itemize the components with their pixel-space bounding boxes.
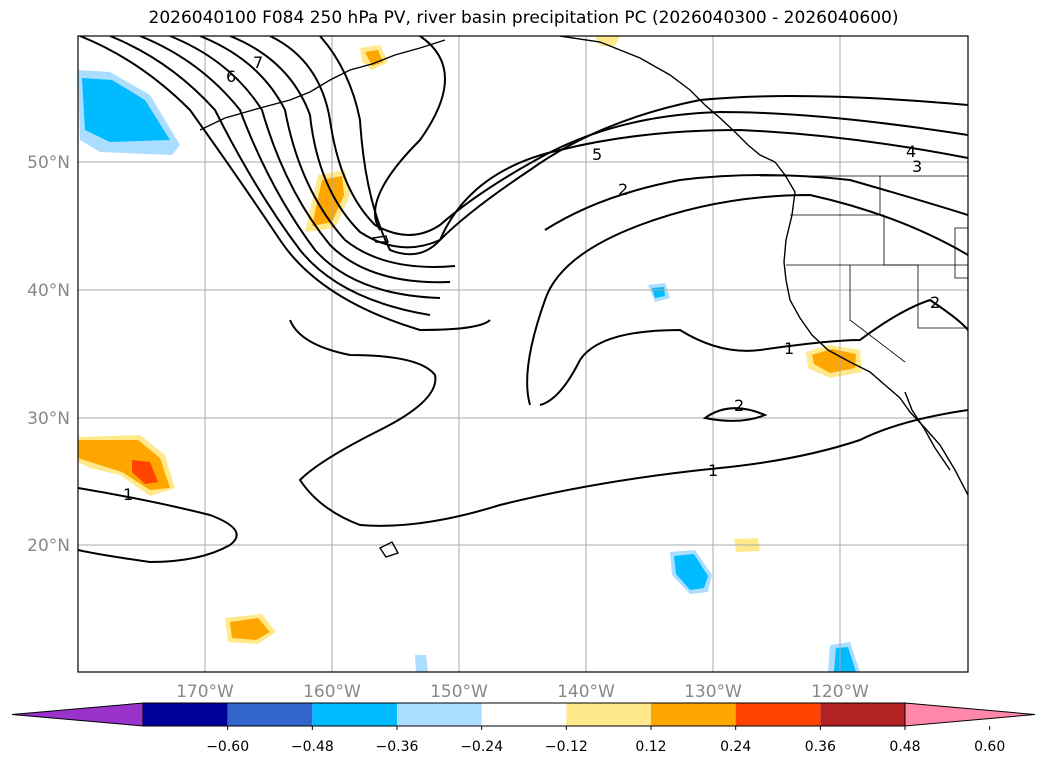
negative-precip-blob [82,78,170,142]
positive-precip-blob [812,349,856,373]
pv-contour [526,193,968,406]
colorbar-tick-label: 0.36 [805,739,836,755]
lat-label-20n: 20°N [27,536,70,556]
colorbar-border [142,702,906,727]
colorbar-tick-label: −0.12 [545,739,588,755]
colorbar-tick-label: 0.48 [889,739,920,755]
contour-label: 1 [784,339,794,358]
colorbar-segment [566,703,651,726]
lat-label-30n: 30°N [27,409,70,429]
negative-precip-blob [415,655,428,672]
positive-precip-blob [230,618,270,640]
pv-contour [139,36,441,299]
positive-precip-blob [595,36,620,46]
pv-contour [269,36,968,236]
lon-label-130w: 130°W [684,682,742,702]
contour-label: 6 [226,67,236,86]
lon-label-150w: 150°W [430,682,488,702]
pv-contour [319,36,968,256]
contour-label-group: 7 6 5 2 4 3 1 2 1 1 2 [123,53,940,504]
colorbar-tick-label: −0.36 [376,739,419,755]
lat-label-40n: 40°N [27,281,70,301]
colorbar-segment [820,703,905,726]
contour-label: 2 [734,396,744,415]
colorbar-segment [735,703,821,726]
lon-label-140w: 140°W [557,682,615,702]
pv-contours [78,36,968,564]
contour-label: 1 [708,461,718,480]
colorbar-segment [227,703,313,726]
positive-precip-blob [132,460,158,484]
pv-contour [169,36,451,284]
pv-contour [289,319,968,527]
colorbar: −0.60 −0.48 −0.36 −0.24 −0.12 0.12 0.24 0.36 0.4… [11,702,1036,755]
map-frame [77,35,969,673]
lon-label-120w: 120°W [811,682,869,702]
contour-label: 4 [906,142,916,161]
colorbar-segment [651,703,736,726]
colorbar-segment [312,703,397,726]
lon-label-170w: 170°W [176,682,234,702]
lat-label-50n: 50°N [27,153,70,173]
colorbar-tick-label: −0.48 [291,739,334,755]
precip-anomalies [78,36,862,672]
colorbar-segment [481,703,567,726]
colorbar-segment [397,703,482,726]
colorbar-extend-low [11,702,144,727]
positive-precip-blob [312,176,344,226]
pv-contour [544,174,968,231]
pv-contour [229,36,968,249]
colorbar-tick-label: −0.24 [460,739,503,755]
contour-label: 3 [912,157,922,176]
pv-contour [374,36,446,231]
negative-precip-blob [674,554,708,590]
map-title: 2026040100 F084 250 hPa PV, river basin … [148,8,899,28]
contour-label: 1 [123,485,133,504]
pv-contour [702,407,768,422]
longitude-labels: 170°W 160°W 150°W 140°W 130°W 120°W [176,682,869,702]
contour-label: 2 [930,293,940,312]
colorbar-tick-label: 0.60 [974,739,1005,755]
colorbar-tick-label: 0.12 [635,739,666,755]
colorbar-tick-label: −0.60 [206,739,249,755]
contour-label: 7 [253,53,263,72]
contour-label: 5 [592,145,602,164]
political-borders [760,175,968,363]
pv-contour [109,36,431,316]
colorbar-tick-label: 0.24 [720,739,751,755]
lon-label-160w: 160°W [303,682,361,702]
pv-contour [78,487,238,564]
colorbar-segment [143,703,228,726]
contour-label: 2 [618,180,628,199]
colorbar-extend-high [904,702,1036,727]
latitude-labels: 50°N 40°N 30°N 20°N [27,153,70,556]
pv-contour [539,298,968,406]
pv-contour [79,36,491,332]
pv-contour [199,36,456,268]
